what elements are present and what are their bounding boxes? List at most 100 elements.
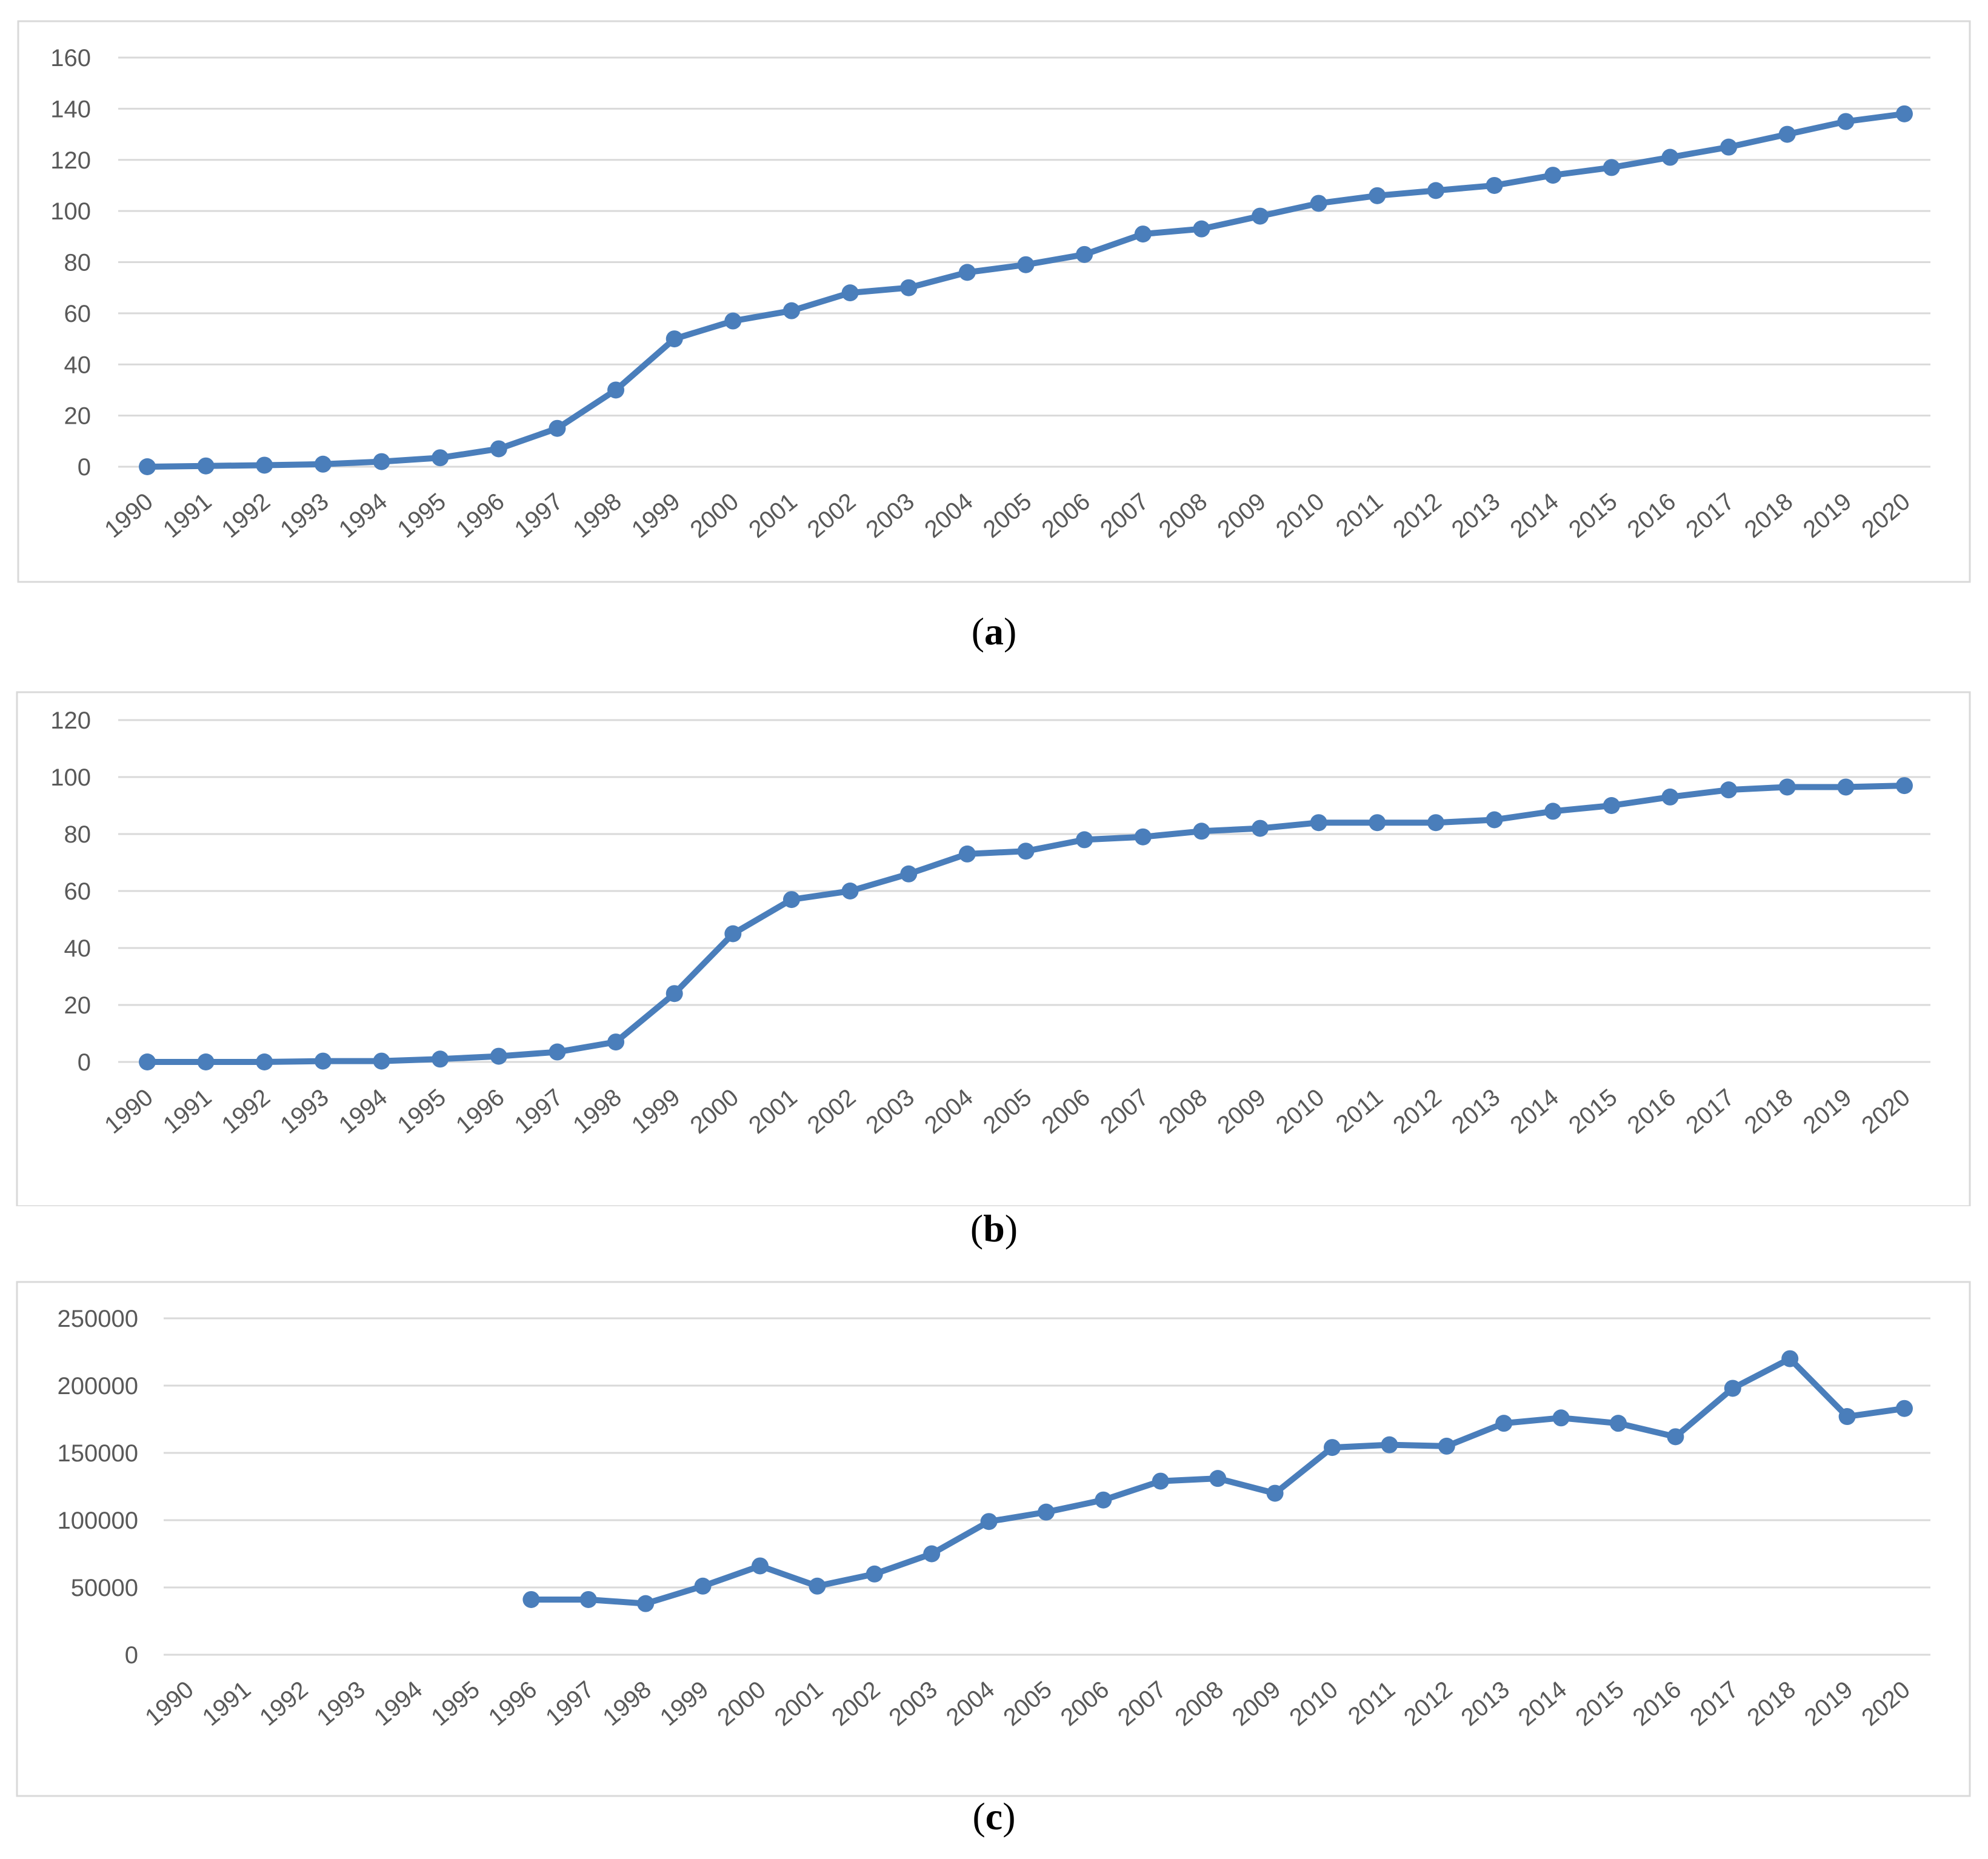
data-point <box>607 1033 625 1051</box>
data-point <box>1310 814 1327 832</box>
data-point <box>256 456 273 474</box>
data-point <box>1544 803 1562 820</box>
data-point <box>1603 159 1620 176</box>
data-point <box>1427 182 1444 199</box>
y-tick-label: 0 <box>78 454 91 481</box>
data-point <box>1661 788 1679 806</box>
data-point <box>314 455 332 473</box>
data-point <box>1095 1491 1112 1509</box>
y-tick-label: 100000 <box>58 1507 138 1534</box>
data-point <box>1781 1350 1799 1367</box>
caption-c-letter: c <box>985 1795 1003 1838</box>
data-point <box>1486 811 1503 829</box>
data-point <box>958 845 976 863</box>
y-tick-label: 150000 <box>58 1440 138 1467</box>
data-point <box>1381 1436 1398 1453</box>
data-point <box>923 1545 941 1563</box>
chart-frame-c <box>16 1281 1971 1797</box>
data-point <box>256 1053 273 1070</box>
data-point <box>866 1565 883 1583</box>
data-point <box>373 453 390 470</box>
data-point <box>1038 1503 1055 1521</box>
data-point <box>1896 1400 1913 1417</box>
caption-a-letter: a <box>984 610 1004 653</box>
data-point <box>1193 823 1210 840</box>
y-tick-label: 120 <box>50 147 91 174</box>
data-point <box>958 264 976 281</box>
data-point <box>1544 167 1562 184</box>
data-point <box>1838 1408 1856 1426</box>
data-point <box>1134 828 1152 846</box>
data-point <box>724 312 742 330</box>
data-point <box>1661 149 1679 166</box>
chart-panel-b: 0 20 40 60 80 100 120 1990 1991 1992 1993 1994 1995 1… <box>0 673 1988 1206</box>
data-point <box>1427 814 1444 832</box>
data-point <box>1017 256 1035 273</box>
y-tick-label: 140 <box>50 96 91 122</box>
data-point <box>1896 105 1913 122</box>
data-point <box>752 1557 769 1575</box>
data-point <box>139 1053 156 1070</box>
caption-b-letter: b <box>983 1207 1005 1250</box>
data-point <box>782 302 800 319</box>
data-point <box>782 891 800 909</box>
data-point <box>1438 1437 1455 1455</box>
data-point <box>1667 1428 1684 1446</box>
data-point <box>373 1052 390 1070</box>
data-point <box>1310 195 1327 212</box>
y-tick-label: 100 <box>50 764 91 791</box>
data-point <box>841 883 859 899</box>
data-point <box>579 1590 597 1608</box>
data-point <box>1720 781 1738 799</box>
data-point <box>694 1577 712 1595</box>
data-point <box>809 1577 826 1595</box>
data-point <box>139 458 156 475</box>
data-point <box>900 279 918 296</box>
y-tick-label: 160 <box>50 45 91 72</box>
data-point <box>549 419 566 437</box>
data-point <box>724 925 742 943</box>
data-point <box>1209 1470 1227 1487</box>
data-point <box>1266 1484 1284 1502</box>
data-point <box>432 449 449 467</box>
chart-frame-a <box>17 20 1971 583</box>
data-point <box>522 1590 540 1608</box>
data-point <box>980 1513 998 1530</box>
data-point <box>314 1052 332 1070</box>
data-point <box>1134 225 1152 243</box>
data-point <box>1610 1415 1627 1432</box>
data-point <box>1486 176 1503 194</box>
data-point <box>1837 113 1855 130</box>
data-point <box>1076 831 1093 849</box>
data-point <box>1778 778 1796 796</box>
data-point <box>1603 797 1620 814</box>
data-point <box>490 1047 507 1065</box>
data-point <box>197 457 215 475</box>
chart-panel-a: 0 20 40 60 80 100 120 140 160 1990 1991 1992 1993 199… <box>0 0 1988 606</box>
data-point <box>1369 187 1386 204</box>
y-tick-label: 40 <box>64 935 92 962</box>
data-point <box>1252 819 1269 837</box>
y-tick-label: 100 <box>50 198 91 225</box>
y-tick-label: 200000 <box>58 1373 138 1400</box>
chart-panel-c: 0 50000 100000 150000 200000 250000 1990 1991 19… <box>0 1270 1988 1803</box>
data-point <box>1017 843 1035 860</box>
y-tick-label: 40 <box>64 352 92 378</box>
y-tick-label: 120 <box>50 707 91 734</box>
data-point <box>900 865 918 883</box>
y-tick-label: 60 <box>64 878 92 905</box>
y-tick-label: 0 <box>78 1049 91 1076</box>
data-point <box>607 381 625 399</box>
data-point <box>1552 1409 1570 1427</box>
data-point <box>841 284 859 302</box>
data-point <box>1724 1380 1741 1397</box>
data-point <box>490 440 507 458</box>
data-point <box>1252 207 1269 225</box>
data-point <box>1324 1439 1341 1457</box>
y-tick-label: 20 <box>64 992 92 1019</box>
data-point <box>637 1595 655 1612</box>
y-tick-label: 60 <box>64 301 92 327</box>
y-tick-label: 50000 <box>71 1575 138 1601</box>
